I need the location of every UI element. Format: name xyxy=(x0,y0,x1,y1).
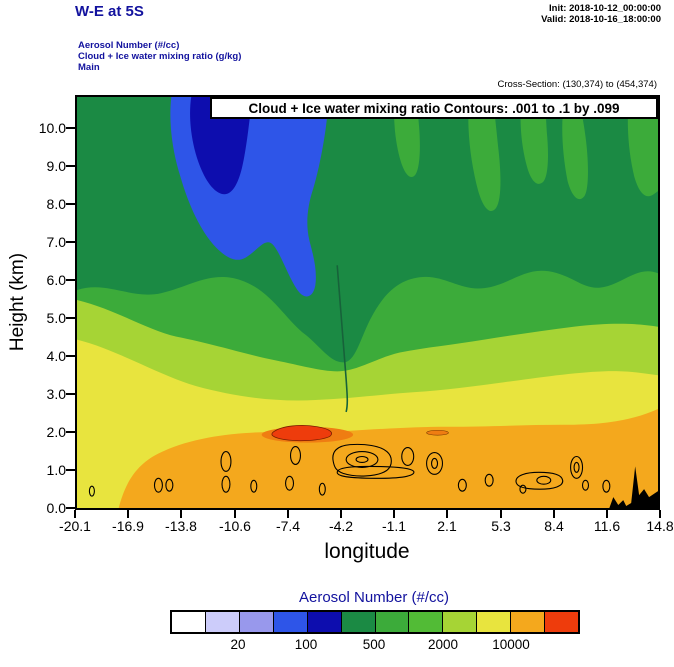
colorbar-tick-label: 2000 xyxy=(427,637,459,652)
x-tick-mark xyxy=(446,510,448,518)
colorbar-cell xyxy=(544,612,579,632)
x-tick-label: 5.3 xyxy=(491,518,511,534)
y-tick-mark xyxy=(66,279,75,281)
x-tick-label: 8.4 xyxy=(544,518,564,534)
y-tick-label: 7.0 xyxy=(46,234,66,250)
init-valid-block: Init: 2018-10-12_00:00:00 Valid: 2018-10… xyxy=(541,3,661,25)
x-tick-mark xyxy=(74,510,76,518)
colorbar xyxy=(170,610,580,634)
colorbar-cell xyxy=(204,612,239,632)
y-tick-mark xyxy=(66,393,75,395)
colorbar-tick-label: 20 xyxy=(230,637,246,652)
y-tick-label: 10.0 xyxy=(38,120,66,136)
colorbar-cell xyxy=(238,612,273,632)
colorbar-cell xyxy=(306,612,341,632)
y-tick-mark xyxy=(66,127,75,129)
x-tick-mark xyxy=(234,510,236,518)
x-tick-mark xyxy=(127,510,129,518)
y-tick-mark xyxy=(66,431,75,433)
x-tick-mark xyxy=(180,510,182,518)
x-tick-mark xyxy=(500,510,502,518)
cross-section-label: Cross-Section: (130,374) to (454,374) xyxy=(497,79,657,90)
field-line-aerosol: Aerosol Number (#/cc) xyxy=(78,40,180,51)
plot-area: Cloud + Ice water mixing ratio Contours:… xyxy=(75,95,660,510)
y-tick-mark xyxy=(66,469,75,471)
aerosol-fill-layers xyxy=(77,97,658,508)
colorbar-cell xyxy=(374,612,409,632)
x-tick-mark xyxy=(287,510,289,518)
x-tick-mark xyxy=(340,510,342,518)
cloud-contour-lines xyxy=(88,443,611,497)
colorbar-tick-label: 500 xyxy=(362,637,386,652)
colorbar-cell xyxy=(172,612,205,632)
colorbar-cell xyxy=(510,612,545,632)
y-tick-label: 1.0 xyxy=(46,462,66,478)
field-info-block: Aerosol Number (#/cc) Cloud + Ice water … xyxy=(78,40,241,73)
y-tick-label: 4.0 xyxy=(46,348,66,364)
x-tick-label: 2.1 xyxy=(437,518,457,534)
page-title: W-E at 5S xyxy=(75,3,144,20)
field-line-cloudice: Cloud + Ice water mixing ratio (g/kg) xyxy=(78,51,242,62)
y-tick-label: 6.0 xyxy=(46,272,66,288)
x-tick-label: -13.8 xyxy=(165,518,197,534)
x-tick-label: -20.1 xyxy=(59,518,91,534)
y-axis-label: Height (km) xyxy=(7,252,28,352)
colorbar-cell xyxy=(408,612,443,632)
terrain-mask xyxy=(609,466,658,508)
x-tick-label: 14.8 xyxy=(646,518,674,534)
x-tick-label: 11.6 xyxy=(593,518,621,534)
colorbar-tick-label: 100 xyxy=(294,637,318,652)
colorbar-title: Aerosol Number (#/cc) xyxy=(298,589,450,606)
x-tick-label: -1.1 xyxy=(381,518,407,534)
y-tick-mark xyxy=(66,165,75,167)
y-tick-mark xyxy=(66,241,75,243)
x-tick-label: -10.6 xyxy=(219,518,251,534)
init-time: Init: 2018-10-12_00:00:00 xyxy=(549,3,661,14)
contour-info-box: Cloud + Ice water mixing ratio Contours:… xyxy=(210,97,658,119)
y-tick-mark xyxy=(66,317,75,319)
x-tick-label: -7.4 xyxy=(275,518,301,534)
y-tick-label: 0.0 xyxy=(46,500,66,516)
x-axis-label: longitude xyxy=(324,540,410,563)
x-tick-mark xyxy=(659,510,661,518)
x-tick-mark xyxy=(553,510,555,518)
y-tick-mark xyxy=(66,507,75,509)
colorbar-tick-label: 10000 xyxy=(492,637,530,652)
colorbar-cell xyxy=(442,612,477,632)
y-tick-mark xyxy=(66,355,75,357)
y-tick-mark xyxy=(66,203,75,205)
y-tick-label: 9.0 xyxy=(46,158,66,174)
colorbar-cell xyxy=(340,612,375,632)
contour-field-svg xyxy=(77,97,658,508)
valid-time: Valid: 2018-10-16_18:00:00 xyxy=(541,14,661,25)
y-tick-label: 3.0 xyxy=(46,386,66,402)
x-tick-label: -4.2 xyxy=(328,518,354,534)
x-tick-label: -16.9 xyxy=(112,518,144,534)
field-line-domain: Main xyxy=(78,62,100,73)
y-tick-label: 2.0 xyxy=(46,424,66,440)
x-tick-mark xyxy=(606,510,608,518)
y-tick-label: 5.0 xyxy=(46,310,66,326)
red-maximum-blob xyxy=(271,425,332,442)
x-tick-mark xyxy=(393,510,395,518)
colorbar-cell xyxy=(476,612,511,632)
y-tick-label: 8.0 xyxy=(46,196,66,212)
colorbar-cell xyxy=(272,612,307,632)
